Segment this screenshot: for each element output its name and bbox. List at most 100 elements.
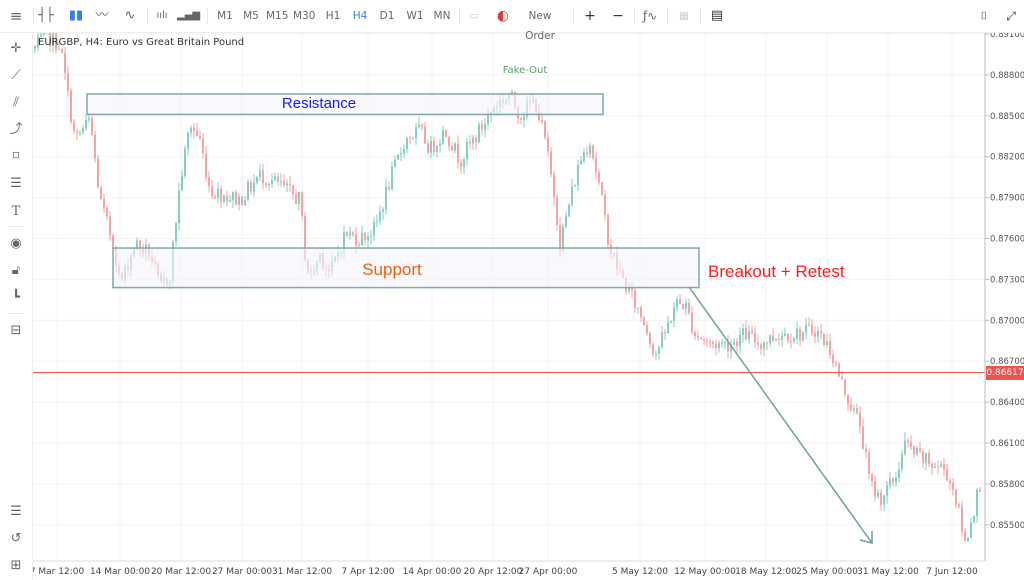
channel-icon[interactable]: ⫽ — [13, 95, 19, 110]
grid-icon[interactable]: ⊞ — [10, 558, 22, 573]
candle — [268, 182, 270, 191]
candle — [796, 321, 798, 344]
eye-icon[interactable]: ◉ — [10, 236, 22, 251]
candle — [370, 229, 372, 245]
x-tick-label: 18 May 12:00 — [735, 567, 797, 577]
candle — [283, 174, 285, 188]
zoom-in-button[interactable]: + — [584, 8, 596, 24]
y-tick-label: 0.86400 — [990, 398, 1024, 408]
candle — [700, 337, 702, 340]
text-icon[interactable]: T — [11, 204, 21, 219]
candle — [265, 182, 267, 188]
candle — [292, 184, 294, 200]
candle — [403, 144, 405, 159]
real-volume-icon[interactable]: ▂▄▆ — [177, 10, 201, 21]
candle — [607, 213, 609, 251]
candle — [604, 190, 606, 221]
candle — [718, 340, 720, 354]
candle — [955, 488, 957, 509]
candle — [280, 173, 282, 187]
candle — [838, 362, 840, 377]
line-chart-icon[interactable]: ∿ — [124, 8, 136, 23]
candle — [364, 232, 366, 246]
bar-chart-icon[interactable]: ┤├ — [38, 8, 54, 23]
x-tick-label: 12 May 00:00 — [674, 567, 736, 577]
candle — [358, 241, 360, 249]
candle — [568, 203, 570, 218]
y-tick-label: 0.88500 — [990, 112, 1024, 122]
candle — [550, 147, 552, 178]
timeframe-h1[interactable]: H1 — [325, 10, 341, 22]
candle — [952, 478, 954, 496]
tree-icon[interactable]: ┗ — [12, 290, 20, 305]
area-chart-icon[interactable]: 〰 — [95, 8, 109, 23]
timeframe-m30[interactable]: M30 — [293, 10, 316, 22]
trendline-icon[interactable]: ⟋ — [11, 68, 21, 83]
candle — [937, 460, 939, 475]
candle — [946, 463, 948, 482]
camera-icon[interactable]: ⌷ — [980, 10, 988, 22]
timeframe-m5[interactable]: M5 — [243, 10, 259, 22]
y-tick-label: 0.88800 — [990, 71, 1024, 81]
candle — [484, 118, 486, 138]
drawing-toolbar: ✛ ⟋ ⫽ ⤴ ⌑ ☰ T ◉ 🔓︎ ┗ ⊟ ☰ ↺ ⊞ — [0, 33, 33, 580]
candle — [295, 189, 297, 205]
timeframe-w1[interactable]: W1 — [406, 10, 424, 22]
timeframe-mn[interactable]: MN — [433, 10, 451, 22]
indicators-icon[interactable]: ƒ∿ — [642, 9, 658, 23]
candle — [421, 123, 423, 131]
hamburger-icon[interactable]: ≡ — [9, 7, 23, 25]
timeframe-d1[interactable]: D1 — [379, 10, 395, 22]
candlestick-icon[interactable]: ▮▮ — [68, 8, 84, 23]
calendar-icon[interactable]: ▦ — [679, 10, 689, 22]
candle — [973, 515, 975, 524]
history-icon[interactable]: ↺ — [10, 531, 22, 546]
x-tick-label: 27 Mar 00:00 — [212, 567, 272, 577]
candle — [769, 334, 771, 347]
candle — [913, 444, 915, 459]
candle — [592, 144, 594, 161]
fibonacci-icon[interactable]: ☰ — [10, 176, 22, 191]
tick-volume-icon[interactable]: ıılı — [156, 10, 168, 21]
one-click-icon[interactable]: ▭ — [469, 10, 479, 22]
lock-icon[interactable]: 🔓︎ — [11, 263, 21, 278]
candle — [574, 183, 576, 188]
candle — [958, 502, 960, 509]
crosshair-icon[interactable]: ✛ — [10, 41, 22, 56]
candle — [61, 48, 63, 53]
timeframe-m1[interactable]: M1 — [217, 10, 233, 22]
new-order-icon[interactable]: ◐ — [496, 8, 510, 24]
zoom-out-button[interactable]: − — [612, 8, 624, 24]
candle — [208, 170, 210, 193]
candle — [103, 194, 105, 213]
timeframe-h4[interactable]: H4 — [352, 10, 368, 22]
timeframe-m15[interactable]: M15 — [266, 10, 289, 22]
candle — [931, 461, 933, 475]
fullscreen-icon[interactable]: ⤢ — [1006, 9, 1016, 23]
new-order-button[interactable]: New Order — [525, 10, 555, 42]
candle — [427, 139, 429, 155]
candle — [871, 472, 873, 487]
candle — [967, 536, 969, 543]
candle — [106, 205, 108, 221]
polyline-icon[interactable]: ⤴ — [9, 122, 23, 137]
candle — [766, 341, 768, 351]
document-icon[interactable]: ▤ — [710, 8, 724, 23]
candle — [553, 171, 555, 206]
symbol-title: EURGBP, H4: Euro vs Great Britain Pound — [38, 37, 245, 48]
candle — [793, 336, 795, 345]
candle — [823, 332, 825, 347]
candle — [34, 44, 36, 54]
candle — [187, 131, 189, 156]
candle — [412, 136, 414, 140]
y-tick-label: 0.87000 — [990, 316, 1024, 326]
y-tick-label: 0.89100 — [990, 30, 1024, 40]
candle — [298, 191, 300, 211]
layers-icon[interactable]: ⊟ — [10, 323, 22, 338]
candle — [664, 328, 666, 340]
candle — [748, 324, 750, 344]
candle — [457, 135, 459, 169]
rectangle-icon[interactable]: ⌑ — [12, 149, 20, 164]
list-icon[interactable]: ☰ — [10, 504, 22, 519]
